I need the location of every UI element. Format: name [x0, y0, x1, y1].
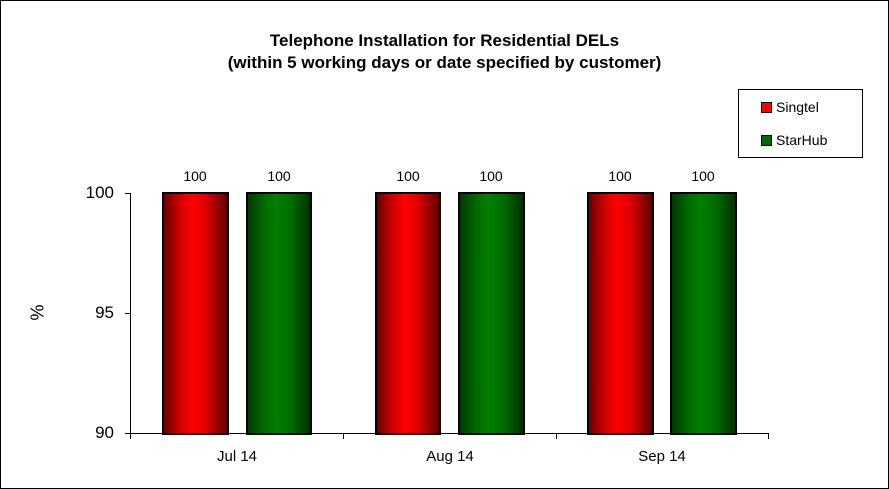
- value-label: 100: [479, 168, 503, 184]
- y-axis-label: %: [27, 304, 48, 321]
- bar-singtel-aug: [375, 192, 441, 435]
- bar-starhub-aug: [458, 192, 525, 435]
- legend-item-starhub: StarHub: [761, 132, 827, 148]
- y-tick-mark: [125, 193, 131, 194]
- x-tick-mark: [343, 433, 344, 439]
- x-label-aug: Aug 14: [426, 448, 474, 465]
- y-tick-100: 100: [85, 183, 114, 202]
- value-label: 100: [267, 168, 291, 184]
- y-tick-90: 90: [95, 423, 114, 442]
- bar-singtel-sep: [587, 192, 654, 435]
- singtel-swatch-icon: [761, 101, 772, 113]
- chart-subtitle: (within 5 working days or date specified…: [227, 53, 662, 72]
- value-label: 100: [396, 168, 420, 184]
- legend-label: StarHub: [776, 132, 828, 148]
- y-tick-95: 95: [95, 303, 114, 322]
- y-tick-mark: [125, 433, 131, 434]
- x-tick-mark: [130, 433, 131, 439]
- chart-title: Telephone Installation for Residential D…: [269, 31, 620, 50]
- legend-item-singtel: Singtel: [761, 99, 819, 115]
- x-tick-mark: [768, 433, 769, 439]
- value-label: 100: [183, 168, 207, 184]
- x-axis: [130, 433, 769, 434]
- value-label: 100: [608, 168, 632, 184]
- legend: Singtel StarHub: [738, 89, 863, 158]
- legend-label: Singtel: [776, 99, 819, 115]
- bar-starhub-jul: [246, 192, 312, 435]
- x-label-jul: Jul 14: [216, 448, 258, 465]
- x-label-sep: Sep 14: [638, 448, 686, 465]
- x-tick-mark: [556, 433, 557, 439]
- starhub-swatch-icon: [761, 134, 772, 146]
- bar-singtel-jul: [162, 192, 229, 435]
- value-label: 100: [691, 168, 715, 184]
- y-tick-mark: [125, 313, 131, 314]
- bar-starhub-sep: [670, 192, 737, 435]
